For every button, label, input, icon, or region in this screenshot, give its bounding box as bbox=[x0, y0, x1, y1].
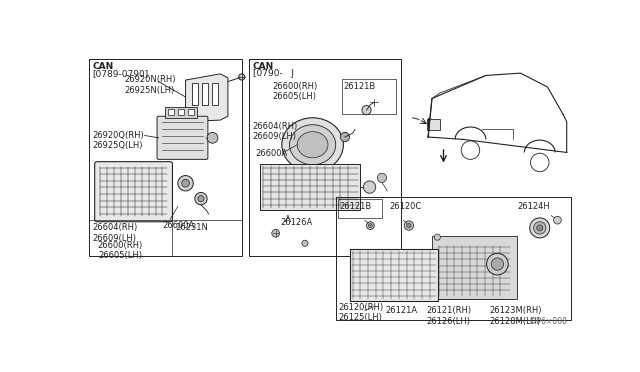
Circle shape bbox=[369, 224, 372, 228]
FancyBboxPatch shape bbox=[95, 162, 172, 222]
Circle shape bbox=[406, 223, 411, 228]
Text: 26604(RH)
26609(LH): 26604(RH) 26609(LH) bbox=[253, 122, 298, 141]
Text: 26121A: 26121A bbox=[386, 307, 418, 315]
Text: 26600A: 26600A bbox=[163, 221, 195, 230]
Circle shape bbox=[534, 222, 546, 234]
Bar bbox=[436, 243, 513, 299]
Circle shape bbox=[340, 132, 349, 142]
Circle shape bbox=[302, 240, 308, 246]
Bar bbox=[432, 235, 516, 299]
Text: 26604(RH)
26609(LH): 26604(RH) 26609(LH) bbox=[92, 223, 138, 243]
Text: CAN: CAN bbox=[253, 62, 274, 71]
Circle shape bbox=[272, 230, 280, 237]
Bar bbox=[427, 119, 440, 130]
Bar bbox=[188, 109, 194, 115]
Text: 26126A: 26126A bbox=[280, 218, 312, 227]
Circle shape bbox=[364, 181, 376, 193]
Text: ©P6×008: ©P6×008 bbox=[529, 317, 566, 327]
Bar bbox=[178, 109, 184, 115]
Text: 26920Q(RH)
26925Q(LH): 26920Q(RH) 26925Q(LH) bbox=[92, 131, 144, 150]
Bar bbox=[168, 109, 174, 115]
Text: 26120(RH)
26125(LH): 26120(RH) 26125(LH) bbox=[338, 302, 383, 322]
Bar bbox=[212, 83, 218, 105]
Polygon shape bbox=[186, 74, 228, 122]
Text: [0790-   J: [0790- J bbox=[253, 69, 294, 78]
Ellipse shape bbox=[289, 125, 336, 165]
Bar bbox=[349, 249, 438, 301]
Circle shape bbox=[435, 234, 440, 240]
Bar bbox=[336, 197, 570, 320]
Circle shape bbox=[492, 258, 504, 270]
Text: 26920N(RH)
26925N(LH): 26920N(RH) 26925N(LH) bbox=[124, 76, 175, 95]
Text: 26231N: 26231N bbox=[175, 223, 209, 232]
Circle shape bbox=[378, 173, 387, 183]
Circle shape bbox=[195, 192, 207, 205]
Text: 26121(RH)
26126(LH): 26121(RH) 26126(LH) bbox=[427, 307, 472, 326]
Text: 26121B: 26121B bbox=[340, 202, 372, 211]
Bar bbox=[338, 199, 382, 218]
Text: 26120C: 26120C bbox=[390, 202, 422, 211]
Circle shape bbox=[362, 106, 371, 115]
Ellipse shape bbox=[297, 132, 328, 158]
Circle shape bbox=[367, 222, 374, 230]
Bar bbox=[260, 164, 360, 210]
Text: [0789-0790]: [0789-0790] bbox=[92, 69, 148, 78]
Circle shape bbox=[531, 153, 549, 172]
Text: 26600A: 26600A bbox=[255, 148, 288, 158]
Text: 26600(RH)
26605(LH): 26600(RH) 26605(LH) bbox=[97, 241, 143, 260]
Polygon shape bbox=[164, 107, 197, 118]
Circle shape bbox=[178, 176, 193, 191]
Circle shape bbox=[239, 74, 245, 80]
Circle shape bbox=[461, 141, 480, 159]
Text: 26121B: 26121B bbox=[344, 81, 376, 91]
Bar bbox=[342, 79, 396, 114]
Circle shape bbox=[486, 253, 508, 275]
Text: 26124H: 26124H bbox=[517, 202, 550, 211]
Circle shape bbox=[404, 221, 413, 230]
Circle shape bbox=[207, 132, 218, 143]
Bar bbox=[90, 58, 242, 256]
Circle shape bbox=[182, 179, 189, 187]
Text: 26123M(RH)
26128M(LH): 26123M(RH) 26128M(LH) bbox=[490, 307, 542, 326]
Text: 26600(RH)
26605(LH): 26600(RH) 26605(LH) bbox=[273, 81, 318, 101]
Bar bbox=[202, 83, 208, 105]
Ellipse shape bbox=[282, 118, 344, 172]
Bar bbox=[192, 83, 198, 105]
Text: CAN: CAN bbox=[92, 62, 114, 71]
Circle shape bbox=[198, 196, 204, 202]
FancyBboxPatch shape bbox=[157, 116, 208, 159]
Circle shape bbox=[530, 218, 550, 238]
Circle shape bbox=[554, 217, 561, 224]
Bar bbox=[250, 58, 401, 256]
Circle shape bbox=[537, 225, 543, 231]
